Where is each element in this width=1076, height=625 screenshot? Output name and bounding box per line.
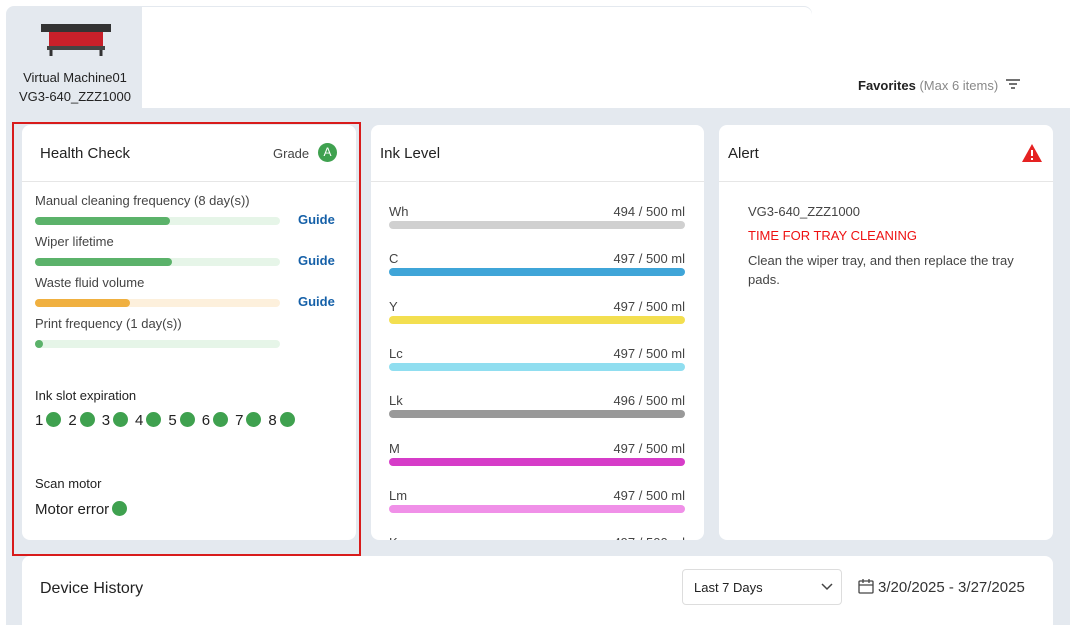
bar-fill [35,299,130,307]
bar-fill [35,217,170,225]
alert-detail: Clean the wiper tray, and then replace t… [748,253,1014,287]
grade-label: Grade [273,146,310,161]
ink-name: C [389,251,399,267]
slot-number: 7 [235,412,244,429]
panel-title: Ink Level [380,145,441,162]
ink-name: Lc [389,345,403,361]
tab-area [142,7,812,108]
motor-error: Motor error [35,501,110,518]
ink-slot: 1 [35,412,62,429]
bar-fill [35,340,43,348]
ink-bar [389,221,685,229]
ink-slot: 5 [168,412,195,429]
ink-slot: 8 [268,412,295,429]
ink-amount: 497 / 500 ml [613,298,685,314]
ink-amount: 497 / 500 ml [613,535,685,540]
bar-track [35,340,280,348]
panel-header [371,125,704,182]
ink-bar [389,457,685,466]
ink-slot: 7 [235,412,262,429]
calendar-icon [858,579,874,594]
ink-name: Lk [389,393,403,409]
slot-number: 4 [135,412,144,429]
panel-header [22,125,356,182]
status-dot [112,501,128,516]
range-select[interactable]: Last 7 Days [682,569,842,605]
ink-bar [389,315,685,324]
ink-slot: 2 [68,412,95,429]
alert-panel: Alert VG3-640_ZZZ1000 TIME FOR TRAY CLEA… [719,125,1053,540]
ink-amount: 494 / 500 ml [613,204,685,219]
status-dot [179,412,195,427]
panel-title: Alert [728,145,759,162]
ink-name: Y [389,298,398,314]
status-dot [46,412,62,427]
ink-bar [389,504,685,513]
alert-message: TIME FOR TRAY CLEANING [748,228,918,243]
item-label: Wiper lifetime [35,234,114,249]
highlight-box [12,122,361,556]
item-label: Waste fluid volume [35,275,145,290]
slot-number: 1 [35,412,44,429]
ink-level-panel: Ink Level Wh 494 / 500 ml C 497 / 500 ml Y 49… [371,125,704,540]
status-dot [113,412,129,427]
ink-name: K [389,535,398,540]
range-value: Last 7 Days [694,580,763,595]
ink-amount: 497 / 500 ml [613,251,685,267]
status-dot [79,412,95,427]
device-model: VG3-640_ZZZ1000 [18,89,131,104]
status-dot [146,412,162,427]
guide-link[interactable]: Guide [298,253,335,268]
status-dot [213,412,229,427]
device-tab[interactable]: Virtual Machine01 VG3-640_ZZZ1000 [8,8,142,108]
warning-icon [1022,144,1042,162]
ink-amount: 496 / 500 ml [613,393,685,409]
motor-status: Motor error [35,501,128,518]
bar-track [35,299,280,307]
status-dot [279,412,295,427]
ink-slots: 1 2 3 4 5 6 7 8 [35,412,302,429]
filter-icon [1006,79,1020,89]
slot-number: 8 [268,412,277,429]
favorites[interactable]: Favorites (Max 6 items) [815,58,1066,108]
favorites-label: Favorites [858,78,916,93]
alert-model: VG3-640_ZZZ1000 [748,204,861,219]
panel-title: Health Check [40,145,131,162]
ink-bar [389,268,685,277]
health-check-panel: Health Check Grade A Ink slot expiration… [22,125,356,540]
ink-amount: 497 / 500 ml [613,487,685,503]
ink-slot: 4 [135,412,162,429]
ink-name: Lm [389,487,408,503]
ink-name: M [389,440,400,456]
favorites-note: (Max 6 items) [919,78,999,93]
ink-bar [389,410,685,419]
item-label: Print frequency (1 day(s)) [35,316,182,331]
ink-name: Wh [389,204,409,219]
ink-slot: 6 [201,412,229,429]
guide-link[interactable]: Guide [298,294,335,309]
slot-number: 6 [201,412,211,429]
item-label: Manual cleaning frequency (8 day(s)) [35,193,250,208]
panel-header [719,125,1053,182]
device-history-panel: Device History Last 7 Days 3/20/2025 - 3… [22,556,1053,625]
ink-slot: 3 [101,412,129,429]
slot-number: 5 [168,412,177,429]
bar-fill [35,258,172,266]
slot-number: 3 [101,412,111,429]
status-dot [246,412,262,427]
grade-badge: A [318,143,337,162]
ink-slot-title: Ink slot expiration [35,388,137,403]
date-range[interactable]: 3/20/2025 - 3/27/2025 [878,579,1025,596]
guide-link[interactable]: Guide [298,212,335,227]
chevron [821,583,833,591]
device-name: Virtual Machine01 [23,70,127,85]
device-icon [41,24,111,56]
ink-amount: 497 / 500 ml [613,440,685,456]
ink-bar [389,362,685,371]
slot-number: 2 [68,412,77,429]
scan-motor-title: Scan motor [35,476,102,491]
panel-title: Device History [40,580,144,597]
ink-amount: 497 / 500 ml [613,345,685,361]
